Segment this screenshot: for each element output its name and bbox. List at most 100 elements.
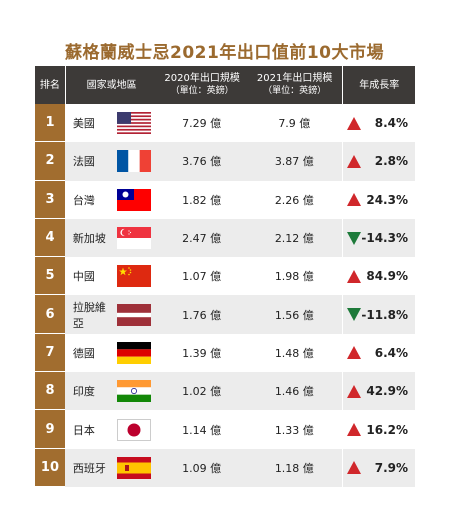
value-2021-cell: 1.48 億 <box>246 334 343 372</box>
rank-cell: 5 <box>35 257 65 295</box>
up-arrow-icon <box>347 270 361 283</box>
up-arrow-icon <box>347 423 361 436</box>
growth-cell: 16.2% <box>343 410 415 448</box>
country-name: 拉脫維亞 <box>73 299 117 331</box>
growth-cell: 2.8% <box>343 142 415 180</box>
table-row: 2 法國 3.76 億 3.87 億 2.8% <box>35 142 415 180</box>
latvia-flag-icon <box>117 304 151 326</box>
growth-cell: 24.3% <box>343 181 415 219</box>
table-row: 3 台灣 1.82 億 2.26 億 24.3% <box>35 181 415 219</box>
china-flag-icon <box>117 265 151 287</box>
value-2020-cell: 7.29 億 <box>157 104 247 142</box>
value-2021-cell: 2.12 億 <box>246 219 343 257</box>
country-name: 德國 <box>73 345 95 361</box>
growth-value: 6.4% <box>375 346 408 360</box>
value-2021-cell: 2.26 億 <box>246 181 343 219</box>
up-arrow-icon <box>347 117 361 130</box>
value-2021-cell: 7.9 億 <box>246 104 343 142</box>
country-name: 中國 <box>73 268 95 284</box>
up-arrow-icon <box>347 155 361 168</box>
header-growth: 年成長率 <box>343 66 415 104</box>
rank-cell: 2 <box>35 142 65 180</box>
table-title: 蘇格蘭威士忌2021年出口值前10大市場 <box>0 38 449 63</box>
rank-cell: 7 <box>35 334 65 372</box>
country-cell: 日本 <box>65 410 157 448</box>
growth-cell: 7.9% <box>343 449 415 487</box>
header-2020-unit: （單位：英鎊） <box>171 85 234 98</box>
header-2021-label: 2021年出口規模 <box>257 72 332 85</box>
header-2020-label: 2020年出口規模 <box>164 72 239 85</box>
header-2020: 2020年出口規模 （單位：英鎊） <box>157 66 247 104</box>
country-cell: 美國 <box>65 104 157 142</box>
growth-value: 16.2% <box>366 423 408 437</box>
table-row: 5 中國 1.07 億 1.98 億 84.9% <box>35 257 415 295</box>
country-cell: 台灣 <box>65 181 157 219</box>
country-name: 新加坡 <box>73 230 106 246</box>
country-name: 台灣 <box>73 192 95 208</box>
country-cell: 印度 <box>65 372 157 410</box>
value-2021-cell: 3.87 億 <box>246 142 343 180</box>
export-table: 排名 國家或地區 2020年出口規模 （單位：英鎊） 2021年出口規模 （單位… <box>35 66 415 487</box>
table-body: 1 美國 7.29 億 7.9 億 8.4% 2 法國 3.76 億 3.87 億 2.8% 3 台灣… <box>35 104 415 487</box>
us-flag-icon <box>117 112 151 134</box>
rank-cell: 4 <box>35 219 65 257</box>
table-row: 1 美國 7.29 億 7.9 億 8.4% <box>35 104 415 142</box>
growth-value: -11.8% <box>361 308 408 322</box>
value-2021-cell: 1.18 億 <box>246 449 343 487</box>
germany-flag-icon <box>117 342 151 364</box>
header-2021-unit: （單位：英鎊） <box>263 85 326 98</box>
growth-value: -14.3% <box>361 231 408 245</box>
country-cell: 新加坡 <box>65 219 157 257</box>
value-2020-cell: 1.39 億 <box>157 334 247 372</box>
rank-cell: 8 <box>35 372 65 410</box>
growth-value: 42.9% <box>366 384 408 398</box>
up-arrow-icon <box>347 193 361 206</box>
country-name: 印度 <box>73 383 95 399</box>
country-name: 法國 <box>73 153 95 169</box>
growth-cell: 6.4% <box>343 334 415 372</box>
value-2020-cell: 1.14 億 <box>157 410 247 448</box>
down-arrow-icon <box>347 308 361 321</box>
growth-value: 84.9% <box>366 269 408 283</box>
value-2020-cell: 1.82 億 <box>157 181 247 219</box>
header-rank-label: 排名 <box>40 79 60 92</box>
value-2020-cell: 1.76 億 <box>157 295 247 333</box>
value-2021-cell: 1.56 億 <box>246 295 343 333</box>
table-row: 9 日本 1.14 億 1.33 億 16.2% <box>35 410 415 448</box>
table-row: 8 印度 1.02 億 1.46 億 42.9% <box>35 372 415 410</box>
value-2020-cell: 2.47 億 <box>157 219 247 257</box>
value-2020-cell: 3.76 億 <box>157 142 247 180</box>
table-row: 4 新加坡 2.47 億 2.12 億 -14.3% <box>35 219 415 257</box>
rank-cell: 1 <box>35 104 65 142</box>
growth-cell: -14.3% <box>343 219 415 257</box>
value-2021-cell: 1.46 億 <box>246 372 343 410</box>
singapore-flag-icon <box>117 227 151 249</box>
header-rank: 排名 <box>35 66 66 104</box>
up-arrow-icon <box>347 385 361 398</box>
header-country-label: 國家或地區 <box>87 79 137 92</box>
table-row: 6 拉脫維亞 1.76 億 1.56 億 -11.8% <box>35 295 415 333</box>
table-header: 排名 國家或地區 2020年出口規模 （單位：英鎊） 2021年出口規模 （單位… <box>35 66 415 104</box>
country-cell: 中國 <box>65 257 157 295</box>
header-growth-label: 年成長率 <box>359 79 399 92</box>
value-2021-cell: 1.98 億 <box>246 257 343 295</box>
value-2020-cell: 1.09 億 <box>157 449 247 487</box>
taiwan-flag-icon <box>117 189 151 211</box>
down-arrow-icon <box>347 232 361 245</box>
rank-cell: 9 <box>35 410 65 448</box>
growth-cell: -11.8% <box>343 295 415 333</box>
table-row: 10 西班牙 1.09 億 1.18 億 7.9% <box>35 449 415 487</box>
spain-flag-icon <box>117 457 151 479</box>
rank-cell: 3 <box>35 181 65 219</box>
rank-cell: 6 <box>35 295 65 333</box>
growth-cell: 42.9% <box>343 372 415 410</box>
table-row: 7 德國 1.39 億 1.48 億 6.4% <box>35 334 415 372</box>
header-country: 國家或地區 <box>66 66 158 104</box>
country-name: 西班牙 <box>73 460 106 476</box>
up-arrow-icon <box>347 346 361 359</box>
header-2021: 2021年出口規模 （單位：英鎊） <box>247 66 344 104</box>
rank-cell: 10 <box>35 449 65 487</box>
country-cell: 拉脫維亞 <box>65 295 157 333</box>
growth-value: 24.3% <box>366 193 408 207</box>
country-name: 美國 <box>73 115 95 131</box>
